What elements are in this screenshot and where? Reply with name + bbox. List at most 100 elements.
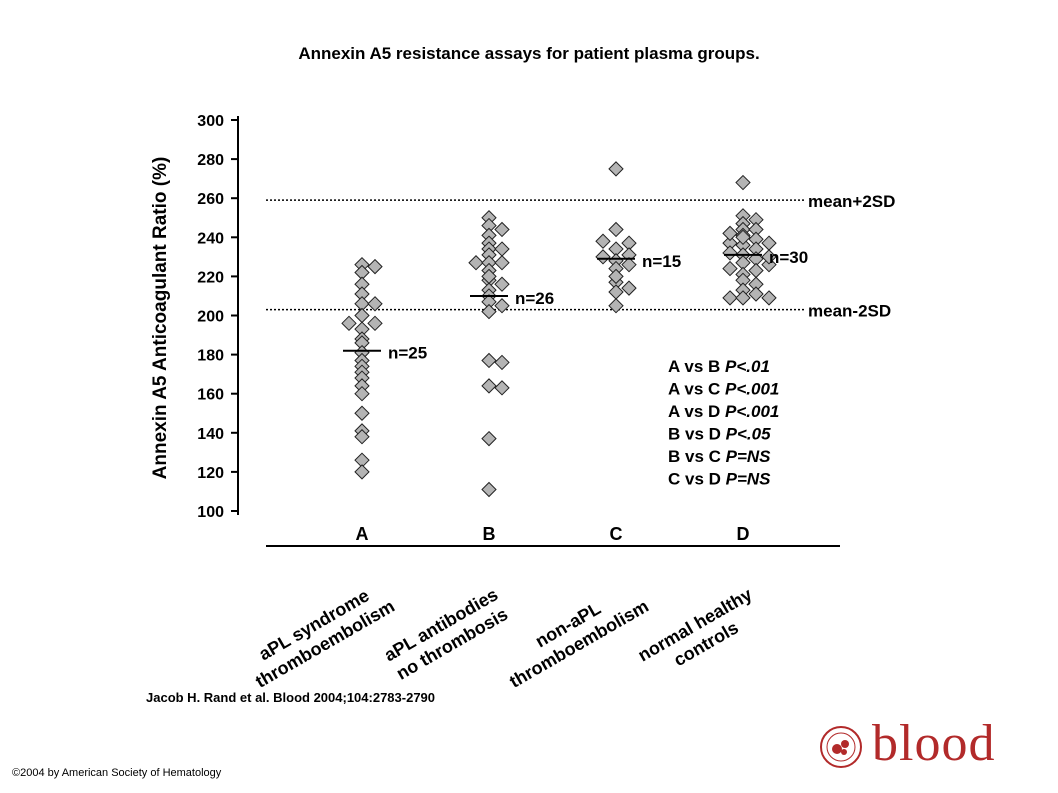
data-point <box>341 315 357 332</box>
data-point <box>722 290 738 306</box>
data-point <box>494 298 510 314</box>
data-point <box>748 286 764 302</box>
data-point <box>354 464 370 480</box>
data-point <box>354 429 370 445</box>
data-point <box>595 233 611 249</box>
data-point <box>761 290 777 306</box>
data-point <box>735 290 751 306</box>
blood-journal-logo: blood <box>815 715 1005 772</box>
data-point <box>367 296 383 312</box>
data-point <box>608 221 624 238</box>
stat-p-value: P<.001 <box>725 402 779 421</box>
data-point <box>481 378 497 394</box>
stat-row: C vs D P=NS <box>668 470 771 489</box>
data-point <box>481 303 497 320</box>
category-letter: C <box>610 524 623 544</box>
data-point <box>608 268 624 285</box>
reference-lines: mean+2SD mean-2SD <box>266 192 895 321</box>
data-point <box>761 249 777 265</box>
data-point <box>761 256 777 273</box>
reference-line-label: mean-2SD <box>808 302 891 321</box>
n-label: n=30 <box>769 248 808 267</box>
stat-row: B vs C P=NS <box>668 447 771 466</box>
y-tick-label: 220 <box>197 269 224 286</box>
data-point <box>367 315 383 332</box>
logo-word: blood <box>872 715 996 772</box>
y-tick-label: 180 <box>197 348 224 365</box>
citation: Jacob H. Rand et al. Blood 2004;104:2783… <box>146 690 436 705</box>
data-point <box>494 241 510 257</box>
data-point <box>722 225 738 242</box>
stat-p-value: P<.01 <box>725 357 770 376</box>
data-point <box>608 284 624 300</box>
data-point <box>481 430 497 447</box>
data-point <box>354 307 370 324</box>
stat-p-value: P<.05 <box>726 425 771 444</box>
category-letter: B <box>483 524 496 544</box>
y-tick-label: 200 <box>197 309 224 326</box>
stat-p-value: P=NS <box>726 447 772 466</box>
stat-pair: A vs B <box>668 357 725 376</box>
stat-row: A vs D P<.001 <box>668 402 779 421</box>
y-tick-label: 140 <box>197 426 224 443</box>
stat-pair: A vs C <box>668 380 725 399</box>
copyright: ©2004 by American Society of Hematology <box>12 767 222 779</box>
data-point <box>595 249 611 265</box>
data-point <box>621 256 637 273</box>
category-letter: A <box>356 524 369 544</box>
data-point <box>722 245 738 261</box>
data-point <box>494 221 510 238</box>
y-tick-label: 120 <box>197 465 224 482</box>
chart-title: Annexin A5 resistance assays for patient… <box>298 44 760 63</box>
stat-row: A vs C P<.001 <box>668 380 779 399</box>
y-tick-label: 160 <box>197 387 224 404</box>
n-label: n=25 <box>388 344 427 363</box>
y-tick-label: 280 <box>197 152 224 169</box>
y-axis-label: Annexin A5 Anticoagulant Ratio (%) <box>150 157 171 480</box>
data-point <box>481 268 497 285</box>
y-tick-label: 300 <box>197 113 224 130</box>
data-point <box>621 280 637 296</box>
ash-seal-icon <box>820 726 862 768</box>
data-point <box>748 262 764 279</box>
stat-p-value: P<.001 <box>725 380 779 399</box>
category-letter: D <box>737 524 750 544</box>
axes: 100 120 140 160 180 200 220 240 260 280 300 Annexin… <box>150 113 840 547</box>
data-point <box>367 258 383 275</box>
data-point <box>354 405 370 421</box>
data-point <box>608 161 624 177</box>
data-points <box>341 161 777 498</box>
stat-row: B vs D P<.05 <box>668 425 771 444</box>
data-point <box>608 298 624 314</box>
data-point <box>494 255 510 271</box>
data-point <box>494 276 510 292</box>
stat-pair: C vs D <box>668 470 726 489</box>
data-point <box>354 385 370 402</box>
data-point <box>494 354 510 371</box>
y-tick-label: 260 <box>197 191 224 208</box>
stat-pair: B vs D <box>668 425 726 444</box>
stat-pair: A vs D <box>668 402 725 421</box>
data-point <box>468 255 484 271</box>
stat-p-value: P=NS <box>726 470 772 489</box>
n-label: n=26 <box>515 289 554 308</box>
data-point <box>481 352 497 369</box>
n-label: n=15 <box>642 252 681 271</box>
data-point <box>735 174 751 191</box>
data-point <box>735 229 751 246</box>
reference-line-label: mean+2SD <box>808 192 895 211</box>
data-point <box>481 481 497 498</box>
y-tick-label: 240 <box>197 230 224 247</box>
y-tick-label: 100 <box>197 504 224 521</box>
stat-pair: B vs C <box>668 447 726 466</box>
mean-markers: n=25 n=26 n=15 n=30 <box>343 248 808 363</box>
data-point <box>494 380 510 396</box>
stat-row: A vs B P<.01 <box>668 357 770 376</box>
